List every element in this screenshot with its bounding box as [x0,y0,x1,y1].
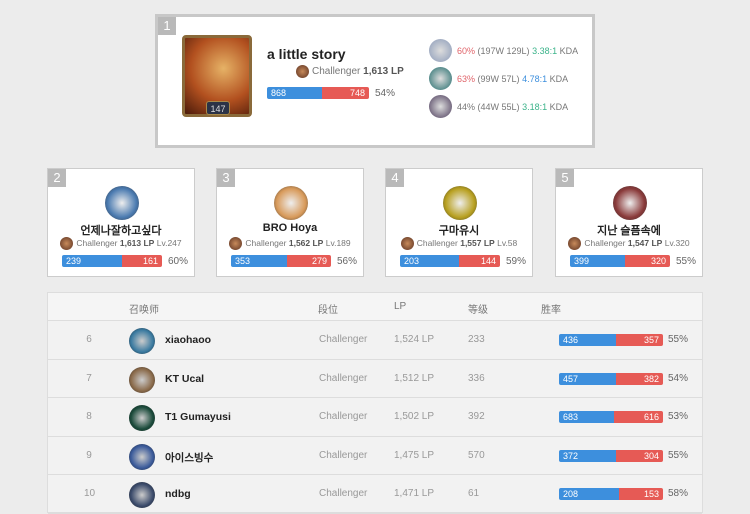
rank-badge: 4 [386,169,404,187]
rank-badge: 1 [158,17,176,35]
tier: Challenger [319,411,368,422]
winloss-bar: 353 279 [231,255,331,267]
winloss-bar: 239 161 [62,255,162,267]
player-name[interactable]: 지난 슬픔속에 [597,225,661,237]
profile-icon [129,366,155,393]
winloss-bar: 683 616 [559,411,663,423]
champion-stats: 63% (99W 57L) 4.78:1 KDA [457,74,569,84]
challenger-crest-icon [296,65,309,78]
rank: 8 [86,411,92,422]
table-row[interactable]: 8 T1 Gumayusi Challenger 1,502 LP 392 68… [48,398,702,437]
table-row[interactable]: 9 아이스빙수 Challenger 1,475 LP 570 372 304 5… [48,437,702,475]
tier-info: Challenger 1,547 LP Lv.320 [556,237,702,250]
winrate: 53% [668,411,689,422]
winloss-bar: 372 304 [559,449,663,462]
winrate: 54% [668,372,689,384]
header-winrate: 胜率 [541,305,561,316]
profile-icon [105,186,139,220]
rank: 6 [86,334,92,345]
tier-info: Challenger 1,613 LP Lv.247 [48,237,194,250]
ranking-table: 召唤师 段位 LP 等级 胜率 6 xiaohaoo Challenger 1,… [47,292,703,514]
summoner-name[interactable]: KT Ucal [165,372,205,385]
lp: 1,475 LP [394,449,435,461]
header-summoner: 召唤师 [129,305,159,316]
winrate: 55% [668,449,689,461]
rank-badge: 2 [48,169,66,187]
tier-info: Challenger 1,613 LP [296,65,404,78]
table-row[interactable]: 7 KT Ucal Challenger 1,512 LP 336 457 382… [48,360,702,398]
challenger-crest-icon [568,237,582,250]
challenger-crest-icon [229,237,243,250]
tier: Challenger [319,372,368,384]
tier-info: Challenger 1,562 LP Lv.189 [217,237,363,250]
table-header: 召唤师 段位 LP 等级 胜率 [48,293,702,321]
profile-icon [274,186,308,220]
winrate: 54% [375,88,396,99]
level: 336 [468,372,485,384]
profile-icon [129,482,155,508]
tier: Challenger [319,488,368,499]
player-name[interactable]: a little story [267,46,346,62]
profile-icon [129,405,155,431]
champion-icon[interactable] [429,39,452,62]
winrate: 60% [168,256,189,267]
lp: 1,524 LP [394,334,435,345]
level: 61 [468,488,480,499]
table-row[interactable]: 6 xiaohaoo Challenger 1,524 LP 233 436 35… [48,321,702,360]
summoner-name[interactable]: xiaohaoo [165,334,212,346]
winloss-bar: 208 153 [559,488,663,500]
profile-icon [129,328,155,354]
rank: 10 [84,488,96,499]
winloss-bar: 203 144 [400,255,500,267]
lp: 1,471 LP [394,488,435,499]
header-tier: 段位 [318,305,338,316]
winrate: 58% [668,488,689,499]
level: 392 [468,411,485,422]
player-card[interactable]: 3 BRO Hoya Challenger 1,562 LP Lv.189 35… [216,168,364,277]
champion-stats: 44% (44W 55L) 3.18:1 KDA [457,102,569,112]
champion-stats: 60% (197W 129L) 3.38:1 KDA [457,46,579,56]
top-player-card[interactable]: 1 147 a little story Challenger 1,613 LP… [155,14,595,148]
player-name[interactable]: 구마유시 [438,225,480,237]
level: 570 [468,449,485,461]
profile-icon [443,186,477,220]
summoner-name[interactable]: 아이스빙수 [165,451,214,464]
profile-icon [613,186,647,220]
winrate: 59% [506,256,527,267]
player-name[interactable]: BRO Hoya [262,222,318,234]
rank: 9 [86,449,92,461]
winrate: 56% [337,256,358,267]
lp: 1,502 LP [394,411,435,422]
tier: Challenger [319,449,368,461]
table-row[interactable]: 10 ndbg Challenger 1,471 LP 61 208 153 58… [48,475,702,514]
level-badge: 147 [206,101,230,115]
header-lp: LP [394,301,407,312]
summoner-name[interactable]: T1 Gumayusi [165,411,231,423]
winloss-bar: 399 320 [570,255,670,267]
rank-badge: 5 [556,169,574,187]
level: 233 [468,334,485,345]
winrate: 55% [668,334,689,345]
winloss-bar: 868 748 [267,87,369,99]
player-name[interactable]: 언제나잘하고싶다 [80,225,162,237]
challenger-crest-icon [60,237,74,250]
challenger-crest-icon [400,237,414,250]
header-level: 等级 [468,305,488,316]
summoner-name[interactable]: ndbg [165,488,191,500]
winrate: 55% [676,256,697,267]
tier-info: Challenger 1,557 LP Lv.58 [386,237,532,250]
winloss-bar: 457 382 [559,372,663,385]
rank-badge: 3 [217,169,235,187]
profile-icon [129,443,155,470]
lp: 1,512 LP [394,372,435,384]
champion-icon[interactable] [429,67,452,90]
winloss-bar: 436 357 [559,334,663,346]
tier: Challenger [319,334,368,345]
rank: 7 [86,372,92,384]
player-card[interactable]: 5 지난 슬픔속에 Challenger 1,547 LP Lv.320 399… [555,168,703,277]
player-card[interactable]: 2 언제나잘하고싶다 Challenger 1,613 LP Lv.247 23… [47,168,195,277]
player-card[interactable]: 4 구마유시 Challenger 1,557 LP Lv.58 203 144 … [385,168,533,277]
champion-icon[interactable] [429,95,452,118]
